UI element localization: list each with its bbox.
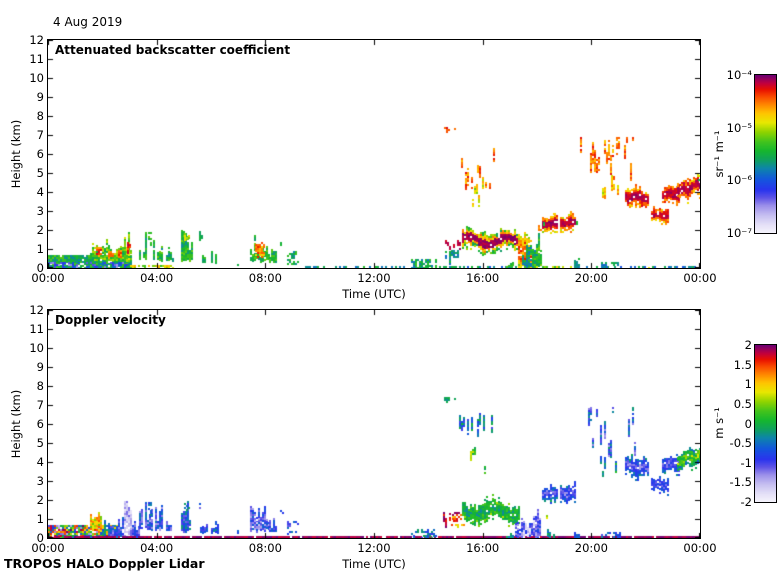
backscatter-heatmap-canvas bbox=[48, 40, 700, 268]
colorbar-tick-label: 10⁻⁶ bbox=[726, 173, 752, 188]
x-tick-label: 20:00 bbox=[574, 541, 608, 555]
y-tick-label: 10 bbox=[29, 71, 44, 85]
colorbar-tick-label: 0 bbox=[744, 416, 752, 431]
y-tick-label: 9 bbox=[36, 360, 44, 374]
y-tick-label: 11 bbox=[29, 52, 44, 66]
backscatter-panel-title: Attenuated backscatter coefficient bbox=[55, 43, 291, 57]
colorbar-tick-label: 1 bbox=[744, 377, 752, 392]
x-tick-label: 16:00 bbox=[466, 541, 500, 555]
y-tick-label: 7 bbox=[36, 128, 44, 142]
y-tick-label: 12 bbox=[29, 303, 44, 317]
colorbar-tick-label: -1.5 bbox=[729, 475, 752, 490]
y-tick-label: 0 bbox=[36, 261, 44, 275]
instrument-label: TROPOS HALO Doppler Lidar bbox=[4, 556, 205, 571]
x-tick-label: 08:00 bbox=[248, 271, 282, 285]
y-tick-label: 4 bbox=[36, 455, 44, 469]
y-tick-label: 11 bbox=[29, 322, 44, 336]
date-label: 4 Aug 2019 bbox=[53, 15, 123, 29]
y-tick-label: 7 bbox=[36, 398, 44, 412]
doppler-x-axis-label: Time (UTC) bbox=[342, 557, 406, 571]
y-tick-label: 2 bbox=[36, 223, 44, 237]
y-tick-label: 3 bbox=[36, 474, 44, 488]
y-tick-label: 0 bbox=[36, 531, 44, 545]
backscatter-panel: Attenuated backscatter coefficient bbox=[47, 39, 701, 269]
backscatter-x-axis-label: Time (UTC) bbox=[342, 287, 406, 301]
x-tick-label: 16:00 bbox=[466, 271, 500, 285]
x-tick-label: 00:00 bbox=[683, 541, 717, 555]
y-tick-label: 10 bbox=[29, 341, 44, 355]
y-tick-label: 5 bbox=[36, 166, 44, 180]
x-tick-label: 12:00 bbox=[357, 541, 391, 555]
colorbar-tick-label: -0.5 bbox=[729, 436, 752, 451]
colorbar-tick-label: 10⁻⁵ bbox=[726, 120, 752, 135]
y-tick-label: 1 bbox=[36, 242, 44, 256]
y-tick-label: 3 bbox=[36, 204, 44, 218]
doppler-panel: Doppler velocity bbox=[47, 309, 701, 539]
colorbar-tick-label: 10⁻⁴ bbox=[726, 68, 752, 82]
y-tick-label: 4 bbox=[36, 185, 44, 199]
colorbar-tick-label: 0.5 bbox=[733, 396, 752, 411]
y-tick-label: 2 bbox=[36, 493, 44, 507]
y-tick-label: 9 bbox=[36, 90, 44, 104]
backscatter-colorbar-gradient bbox=[755, 75, 776, 233]
x-tick-label: 20:00 bbox=[574, 271, 608, 285]
x-tick-label: 00:00 bbox=[683, 271, 717, 285]
backscatter-colorbar bbox=[754, 74, 777, 234]
colorbar-tick-label: -2 bbox=[740, 495, 752, 509]
y-tick-label: 1 bbox=[36, 512, 44, 526]
colorbar-tick-label: 10⁻⁷ bbox=[726, 226, 752, 240]
colorbar-tick-label: 1.5 bbox=[733, 357, 752, 372]
x-tick-label: 00:00 bbox=[31, 541, 65, 555]
x-tick-label: 04:00 bbox=[140, 541, 174, 555]
y-tick-label: 12 bbox=[29, 33, 44, 47]
doppler-panel-title: Doppler velocity bbox=[55, 313, 166, 327]
x-tick-label: 12:00 bbox=[357, 271, 391, 285]
colorbar-tick-label: -1 bbox=[740, 455, 752, 470]
y-tick-label: 5 bbox=[36, 436, 44, 450]
y-tick-label: 6 bbox=[36, 417, 44, 431]
doppler-heatmap-canvas bbox=[48, 310, 700, 538]
x-tick-label: 00:00 bbox=[31, 271, 65, 285]
colorbar-tick-label: 2 bbox=[744, 338, 752, 352]
y-tick-label: 8 bbox=[36, 109, 44, 123]
doppler-colorbar-gradient bbox=[755, 345, 776, 502]
doppler-colorbar bbox=[754, 344, 777, 503]
y-tick-label: 8 bbox=[36, 379, 44, 393]
x-tick-label: 04:00 bbox=[140, 271, 174, 285]
y-tick-label: 6 bbox=[36, 147, 44, 161]
x-tick-label: 08:00 bbox=[248, 541, 282, 555]
backscatter-colorbar-unit: sr⁻¹ m⁻¹ bbox=[712, 130, 726, 178]
